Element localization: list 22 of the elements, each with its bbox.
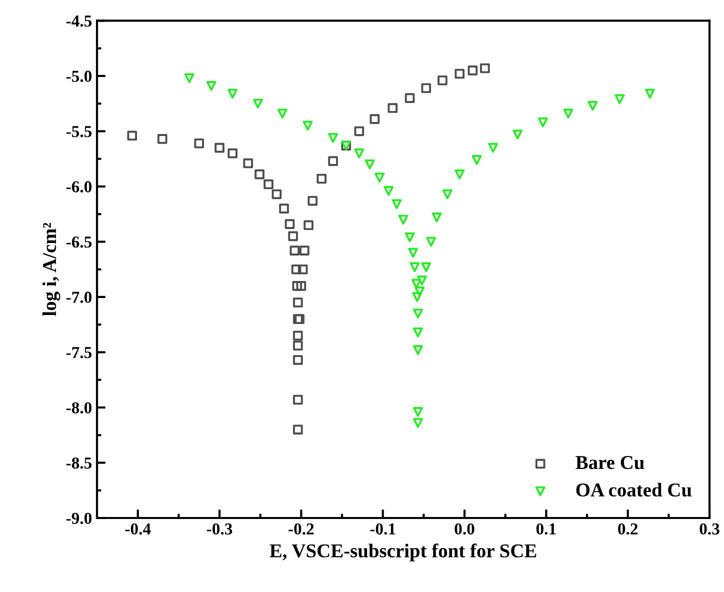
y-tick-label: -8.0 (66, 402, 92, 414)
y-axis-title: log i, A/cm² (42, 222, 60, 316)
legend-label: OA coated Cu (576, 482, 692, 497)
y-tick-label: -6.0 (66, 181, 92, 192)
y-tick-label: -4.5 (66, 16, 92, 27)
y-tick-label: -6.5 (66, 236, 92, 248)
x-tick-label: 0.1 (536, 523, 556, 535)
x-tick-label: -0.3 (206, 523, 232, 535)
y-tick-label: -9.0 (66, 512, 92, 524)
x-tick-label: 0.0 (454, 523, 474, 535)
y-tick-label: -7.0 (66, 292, 92, 304)
x-tick-label: -0.4 (125, 523, 151, 535)
x-tick-label: -0.1 (370, 523, 396, 535)
y-tick-label: -7.5 (66, 347, 92, 358)
y-tick-label: -8.5 (66, 457, 92, 469)
x-tick-label: 0.2 (618, 523, 638, 535)
x-tick-label: 0.3 (700, 523, 720, 535)
y-tick-label: -5.5 (66, 126, 92, 138)
y-tick-label: -5.0 (66, 70, 92, 82)
x-axis-title: E, VSCE-subscript font for SCE (270, 544, 536, 562)
legend-label: Bare Cu (576, 456, 644, 470)
x-tick-label: -0.2 (288, 523, 314, 535)
